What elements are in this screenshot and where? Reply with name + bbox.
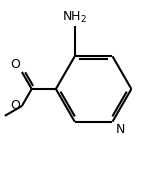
Text: NH$_2$: NH$_2$ xyxy=(62,10,87,25)
Text: O: O xyxy=(11,58,20,71)
Text: N: N xyxy=(116,123,125,136)
Text: O: O xyxy=(11,100,20,112)
